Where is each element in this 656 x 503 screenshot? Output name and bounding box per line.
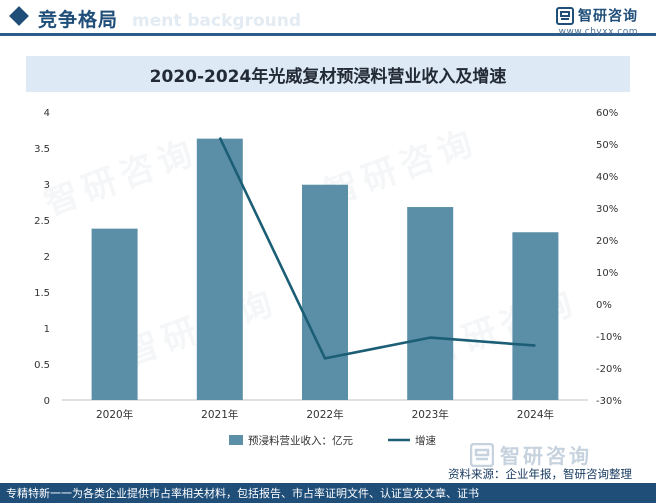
- bar: [302, 184, 348, 400]
- brand-name: 智研咨询: [578, 8, 638, 25]
- right-axis-tick-label: -30%: [596, 396, 622, 407]
- footer-logo: 智研咨询: [470, 440, 592, 469]
- section-title: 竞争格局: [38, 9, 119, 31]
- header-ghost-text: ment background: [132, 11, 302, 31]
- chart-title: 2020-2024年光威复材预浸料营业收入及增速: [149, 66, 507, 87]
- left-axis-tick-label: 1: [44, 324, 50, 335]
- left-axis-tick-label: 4: [44, 108, 50, 119]
- header-divider: [0, 33, 656, 36]
- right-axis-tick-label: 0%: [596, 300, 612, 311]
- bar: [196, 138, 243, 400]
- brand-url: www.chyxx.com: [558, 26, 638, 37]
- bar: [407, 207, 454, 400]
- bar: [512, 232, 559, 400]
- chart: 0 0.5 1 1.5 2 2.5 3 3.5 4 -30% -20% -10% 0% 10% 20% 30%…: [34, 108, 622, 447]
- right-axis-tick-label: 30%: [596, 204, 618, 215]
- right-axis-tick-label: 50%: [596, 140, 618, 151]
- section-header: ment background 竞争格局 智研咨询 www.chyxx.com: [0, 0, 656, 38]
- x-axis-tick-label: 2021年: [201, 408, 238, 421]
- x-axis-tick-label: 2022年: [306, 408, 343, 421]
- left-axis-tick-label: 0.5: [34, 360, 50, 371]
- right-axis-tick-label: 40%: [596, 172, 618, 183]
- footer-logo-icon: [470, 442, 494, 467]
- legend-bar-label: 预浸料营业收入：亿元: [248, 434, 353, 447]
- chart-title-box: 2020-2024年光威复材预浸料营业收入及增速: [26, 56, 630, 92]
- right-axis-tick-label: 60%: [596, 108, 618, 119]
- right-axis-tick-label: -20%: [596, 364, 622, 375]
- right-axis-tick-label: 20%: [596, 236, 618, 247]
- bar: [91, 228, 138, 400]
- right-axis-tick-label: 10%: [596, 268, 618, 279]
- legend-line-label: 增速: [415, 434, 436, 447]
- growth-line: [218, 137, 536, 360]
- footer-logo-name: 智研咨询: [500, 444, 592, 468]
- left-axis-tick-label: 3.5: [34, 144, 50, 155]
- left-axis-tick-label: 0: [44, 396, 50, 407]
- footer-text: 专精特新一一为各类企业提供市占率相关材料，包括报告、市占率证明文件、认证宣发文章…: [6, 487, 479, 500]
- x-axis-tick-label: 2020年: [96, 408, 133, 421]
- right-axis-tick-label: -10%: [596, 332, 622, 343]
- legend-bar-swatch: [229, 435, 243, 445]
- footer-bar: 专精特新一一为各类企业提供市占率相关材料，包括报告、市占率证明文件、认证宣发文章…: [0, 483, 656, 503]
- brand-logo-icon: [556, 6, 574, 25]
- x-axis-tick-label: 2023年: [412, 408, 449, 421]
- source-note: 资料来源：企业年报，智研咨询整理: [448, 467, 632, 481]
- brand: 智研咨询 www.chyxx.com: [556, 5, 638, 37]
- left-axis-tick-label: 2: [44, 252, 50, 263]
- left-axis-tick-label: 1.5: [34, 288, 50, 299]
- left-axis-tick-label: 2.5: [34, 216, 50, 227]
- left-axis-tick-label: 3: [44, 180, 50, 191]
- x-axis-tick-label: 2024年: [517, 408, 554, 421]
